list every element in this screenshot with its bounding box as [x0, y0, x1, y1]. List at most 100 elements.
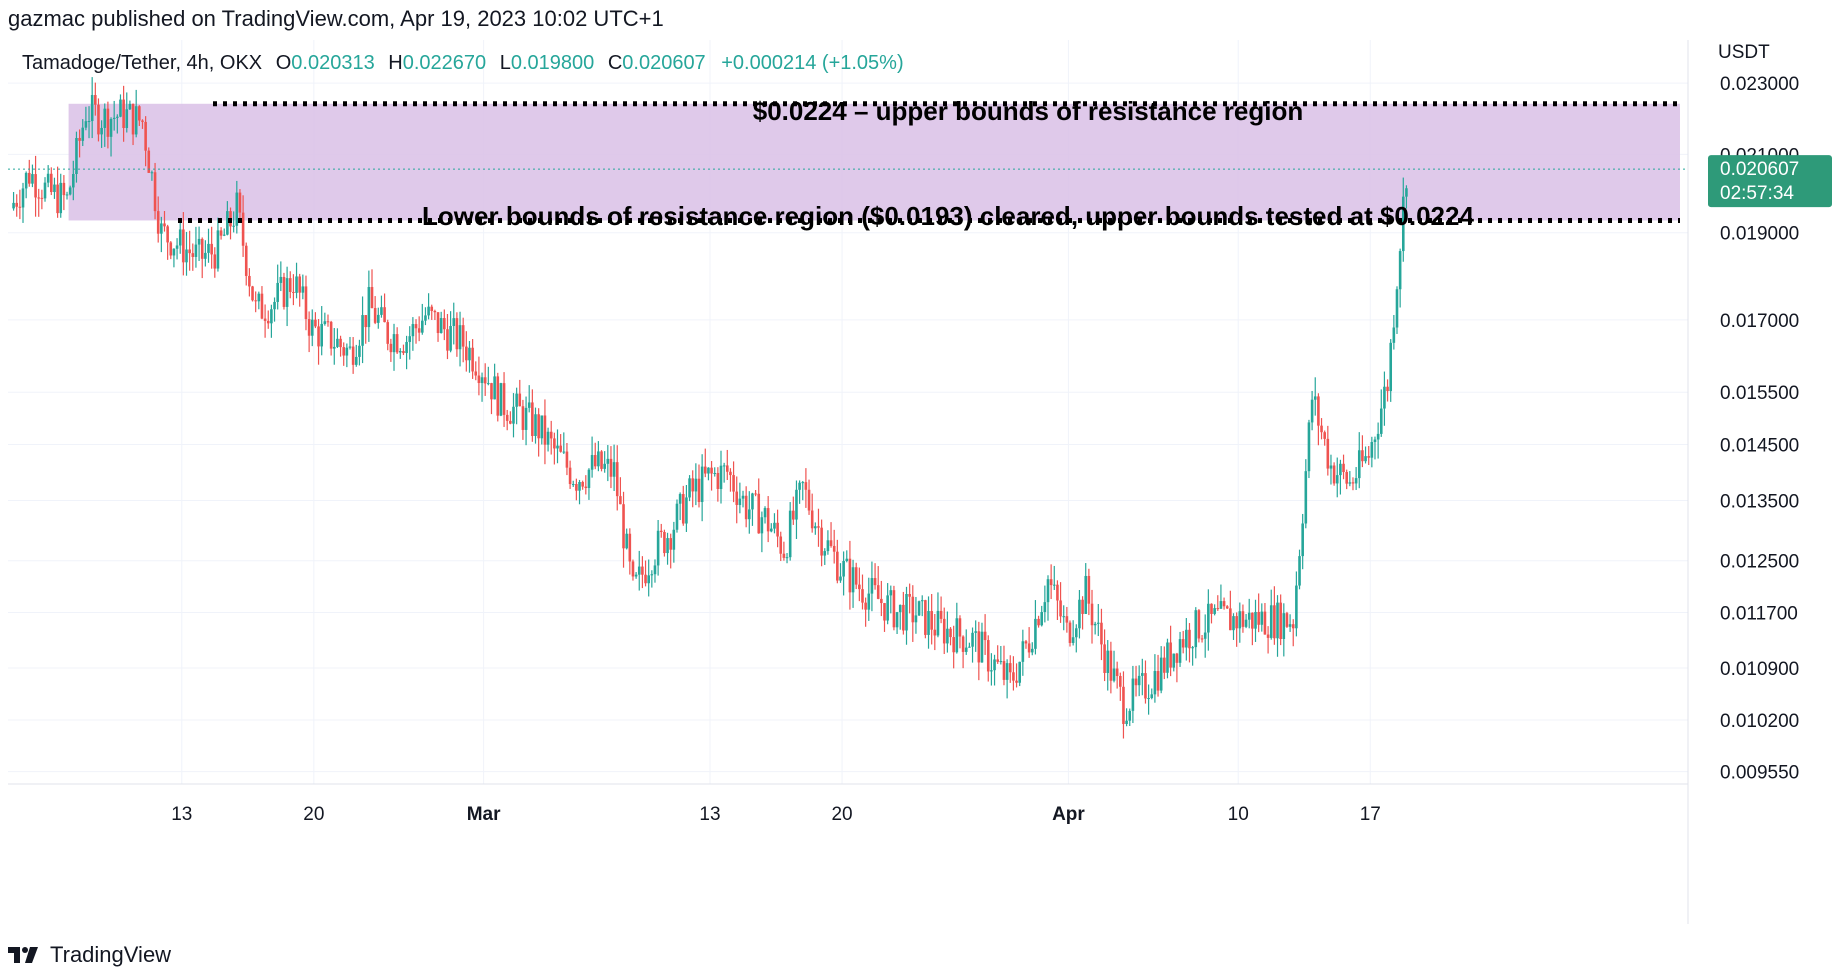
candle-body: [543, 415, 547, 445]
candle-body: [584, 486, 588, 489]
candle-body: [430, 306, 434, 312]
candle-body: [292, 291, 295, 293]
candle-body: [1301, 523, 1304, 557]
candle-body: [1012, 672, 1015, 681]
candle-body: [452, 318, 456, 327]
candle-body: [81, 127, 85, 141]
candle-body: [31, 174, 34, 184]
x-tick-label: Mar: [467, 804, 501, 825]
candle-body: [87, 121, 91, 123]
candle-body: [650, 574, 654, 576]
candle-body: [1398, 251, 1402, 290]
candle-body: [1166, 642, 1169, 673]
candle-body: [131, 103, 135, 135]
candles: [12, 77, 1408, 739]
candle-body: [628, 533, 632, 562]
candle-body: [251, 286, 254, 301]
candle-body: [295, 276, 298, 293]
candle-body: [455, 318, 459, 350]
candle-body: [1282, 613, 1286, 640]
candle-body: [310, 319, 314, 336]
candle-body: [675, 503, 679, 530]
candle-body: [870, 578, 874, 594]
candle-body: [336, 338, 339, 347]
candle-body: [483, 377, 487, 384]
candle-body: [766, 508, 770, 532]
x-tick-label: Apr: [1052, 804, 1085, 825]
candle-body: [612, 462, 616, 477]
candle-body: [1049, 579, 1053, 586]
candle-body: [1373, 439, 1377, 443]
candle-body: [694, 478, 698, 492]
x-tick-label: 20: [831, 804, 852, 825]
candle-body: [898, 604, 902, 613]
publish-header: gazmac published on TradingView.com, Apr…: [8, 6, 664, 31]
candle-body: [1150, 694, 1154, 699]
candle-body: [122, 99, 125, 128]
candle-body: [920, 600, 924, 602]
candle-body: [1018, 661, 1021, 683]
candle-body: [134, 106, 138, 135]
candle-body: [46, 173, 50, 183]
candle-body: [1345, 472, 1348, 484]
candle-body: [125, 109, 129, 128]
candle-body: [1141, 673, 1144, 676]
candle-body: [354, 356, 358, 365]
candle-body: [732, 475, 735, 492]
candle-body: [50, 173, 53, 193]
candle-body: [1034, 618, 1037, 649]
candle-body: [848, 558, 852, 593]
candle-body: [112, 117, 116, 120]
candle-body: [1307, 422, 1311, 472]
candle-body: [351, 346, 355, 365]
tradingview-logo-icon[interactable]: [8, 945, 42, 965]
candle-body: [914, 615, 918, 623]
candle-body: [986, 640, 990, 672]
candlestick-chart[interactable]: $0.0224 – upper bounds of resistance reg…: [8, 40, 1844, 924]
candle-body: [106, 108, 110, 137]
annotation-lower-bound: Lower bounds of resistance region ($0.01…: [422, 201, 1474, 231]
candle-body: [688, 478, 691, 498]
candle-body: [807, 489, 811, 511]
candle-body: [1213, 608, 1216, 614]
candle-body: [1200, 638, 1204, 640]
y-tick-label: 0.014500: [1720, 435, 1799, 456]
candle-body: [738, 498, 742, 505]
candle-body: [1015, 680, 1018, 683]
candle-body: [1052, 584, 1056, 586]
candle-body: [1383, 386, 1386, 409]
candle-body: [556, 445, 559, 449]
candle-body: [977, 631, 981, 663]
price-tag: 0.020607 02:57:34: [1708, 155, 1832, 208]
annotation-upper-bound: $0.0224 – upper bounds of resistance reg…: [753, 96, 1304, 126]
candle-body: [301, 286, 305, 293]
candle-body: [839, 576, 842, 581]
candle-body: [1040, 612, 1044, 626]
tradingview-brand[interactable]: TradingView: [50, 942, 172, 967]
candle-body: [1106, 650, 1110, 673]
candle-body: [59, 182, 63, 214]
candle-body: [581, 481, 584, 487]
candle-body: [902, 604, 905, 631]
candle-body: [1210, 603, 1213, 614]
candle-body: [339, 338, 342, 348]
candle-body: [587, 469, 591, 489]
candle-body: [1222, 601, 1226, 607]
candle-body: [37, 197, 41, 199]
close-label: C: [607, 52, 623, 74]
candle-body: [72, 173, 75, 188]
candle-body: [188, 249, 191, 254]
low-label: L: [499, 52, 511, 74]
candle-body: [1100, 622, 1103, 645]
candle-body: [389, 343, 393, 353]
candle-body: [876, 585, 880, 599]
candle-body: [864, 602, 867, 610]
candle-body: [1027, 643, 1031, 653]
candle-body: [1295, 585, 1298, 629]
candle-body: [553, 438, 556, 449]
candle-body: [213, 254, 217, 269]
candle-body: [788, 510, 792, 558]
candle-body: [443, 318, 446, 330]
candle-body: [593, 455, 597, 467]
candle-body: [323, 321, 327, 324]
